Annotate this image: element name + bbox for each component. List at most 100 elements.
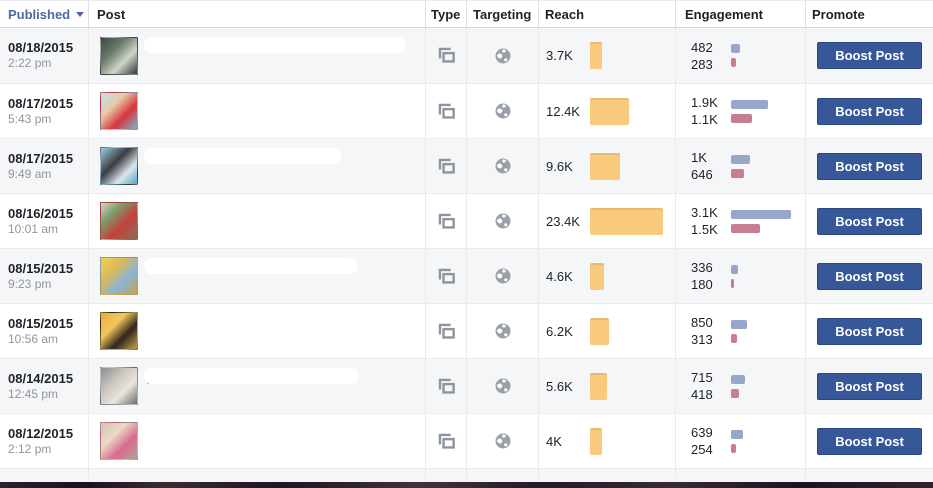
boost-post-button[interactable]: Boost Post: [817, 427, 922, 455]
boost-post-button[interactable]: Boost Post: [817, 152, 922, 180]
post-cell: [88, 84, 425, 138]
boost-post-button[interactable]: Boost Post: [817, 97, 922, 125]
published-cell: 08/16/2015 10:01 am: [0, 194, 88, 248]
reach-header-label: Reach: [545, 6, 585, 22]
column-header-targeting: Targeting: [466, 1, 538, 27]
post-date: 08/15/2015: [8, 315, 74, 331]
photo-post-icon: [438, 158, 455, 174]
post-thumbnail[interactable]: [100, 36, 138, 75]
engagement-clicks-value: 850: [691, 315, 713, 330]
post-cell: [88, 139, 425, 193]
reach-value: 23.4K: [546, 213, 580, 229]
engagement-actions-bar: [731, 443, 736, 453]
partial-next-row: [0, 468, 933, 482]
boost-post-button[interactable]: Boost Post: [817, 262, 922, 290]
type-cell: [425, 84, 466, 138]
table-row: 08/17/2015 9:49 am 9.6K: [0, 138, 933, 193]
engagement-cell: 482 283: [675, 28, 805, 83]
boost-post-button[interactable]: Boost Post: [817, 42, 922, 69]
column-header-post: Post: [88, 1, 425, 27]
post-thumbnail[interactable]: [100, 422, 138, 460]
photo-post-icon: [438, 213, 455, 229]
post-thumbnail[interactable]: [100, 312, 138, 350]
engagement-cell: 850 313: [675, 304, 805, 358]
reach-bar: [590, 207, 663, 235]
promote-cell: Boost Post: [805, 414, 933, 468]
globe-icon: [495, 48, 510, 63]
promote-cell: Boost Post: [805, 194, 933, 248]
column-header-reach: Reach: [538, 1, 675, 27]
engagement-actions-value: 1.1K: [691, 112, 718, 127]
boost-post-label: Boost Post: [835, 103, 904, 119]
post-cell: [88, 304, 425, 358]
post-date: 08/15/2015: [8, 260, 74, 276]
engagement-values: 3.1K 1.5K: [691, 204, 731, 238]
boost-post-button[interactable]: Boost Post: [817, 372, 922, 400]
targeting-cell: [466, 139, 538, 193]
post-thumbnail[interactable]: [100, 147, 138, 185]
globe-icon: [495, 323, 510, 339]
post-date: 08/14/2015: [8, 370, 74, 386]
engagement-clicks-bar: [731, 374, 745, 384]
column-header-type: Type: [425, 1, 466, 27]
post-date: 08/17/2015: [8, 95, 74, 111]
published-cell: 08/14/2015 12:45 pm: [0, 359, 88, 413]
engagement-values: 482 283: [691, 39, 731, 73]
targeting-cell: [466, 249, 538, 303]
post-thumbnail[interactable]: [100, 92, 138, 130]
engagement-values: 639 254: [691, 424, 731, 458]
photo-post-icon: [438, 323, 455, 339]
post-time: 10:01 am: [8, 221, 59, 236]
engagement-bars: [731, 429, 743, 453]
reach-value: 6.2K: [546, 323, 573, 339]
post-date: 08/17/2015: [8, 150, 74, 166]
engagement-bars: [731, 374, 745, 398]
engagement-values: 336 180: [691, 259, 731, 293]
post-thumbnail[interactable]: [100, 257, 138, 295]
post-text-redaction: [144, 368, 359, 384]
targeting-cell: [466, 414, 538, 468]
reach-cell: 23.4K: [538, 194, 675, 248]
post-thumbnail[interactable]: [100, 367, 138, 405]
post-cell: [88, 249, 425, 303]
reach-cell: 6.2K: [538, 304, 675, 358]
published-cell: 08/15/2015 10:56 am: [0, 304, 88, 358]
promote-cell: Boost Post: [805, 359, 933, 413]
column-header-promote: Promote: [805, 1, 933, 27]
reach-value: 5.6K: [546, 378, 573, 394]
column-header-published[interactable]: Published: [0, 1, 88, 27]
photo-post-icon: [438, 47, 455, 63]
post-date: 08/18/2015: [8, 40, 74, 55]
published-cell: 08/17/2015 5:43 pm: [0, 84, 88, 138]
targeting-cell: [466, 28, 538, 83]
engagement-clicks-value: 715: [691, 370, 713, 385]
targeting-cell: [466, 304, 538, 358]
post-date: 08/12/2015: [8, 425, 74, 441]
published-cell: 08/18/2015 2:22 pm: [0, 28, 88, 83]
post-thumbnail[interactable]: [100, 202, 138, 240]
reach-cell: 12.4K: [538, 84, 675, 138]
reach-value: 12.4K: [546, 103, 580, 119]
engagement-cell: 3.1K 1.5K: [675, 194, 805, 248]
type-cell: [425, 194, 466, 248]
engagement-clicks-value: 336: [691, 260, 713, 275]
engagement-values: 850 313: [691, 314, 731, 348]
published-cell: 08/12/2015 2:12 pm: [0, 414, 88, 468]
post-time: 5:43 pm: [8, 111, 52, 126]
globe-icon: [495, 158, 510, 174]
table-row: 08/16/2015 10:01 am 23.4K: [0, 193, 933, 248]
type-cell: [425, 28, 466, 83]
targeting-cell: [466, 359, 538, 413]
post-time: 9:23 pm: [8, 276, 52, 291]
promote-cell: Boost Post: [805, 304, 933, 358]
boost-post-button[interactable]: Boost Post: [817, 317, 922, 345]
type-cell: [425, 359, 466, 413]
post-date: 08/16/2015: [8, 205, 74, 221]
post-cell: [88, 414, 425, 468]
engagement-bars: [731, 209, 791, 233]
targeting-cell: [466, 84, 538, 138]
reach-value: 9.6K: [546, 158, 573, 174]
boost-post-button[interactable]: Boost Post: [817, 207, 922, 235]
engagement-actions-bar: [731, 388, 739, 398]
reach-bar: [590, 97, 629, 125]
